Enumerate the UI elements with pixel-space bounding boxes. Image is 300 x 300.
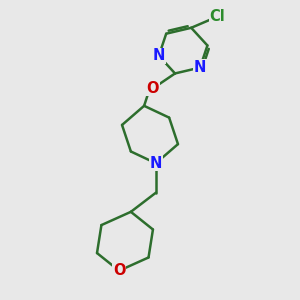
Text: O: O	[147, 81, 159, 96]
Text: N: N	[150, 156, 162, 171]
Text: N: N	[153, 48, 165, 63]
Text: N: N	[194, 60, 206, 75]
Text: Cl: Cl	[209, 8, 225, 23]
Text: O: O	[113, 263, 125, 278]
